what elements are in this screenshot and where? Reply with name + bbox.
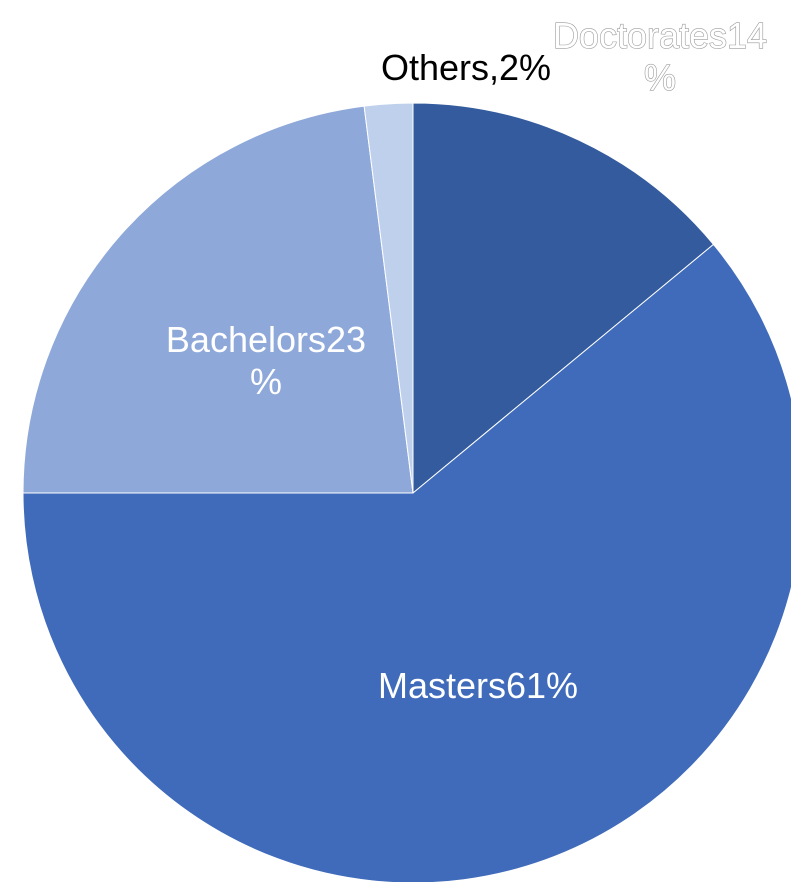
- slice-label-line: Others,2%: [381, 47, 551, 88]
- slice-label-line: Masters61%: [378, 665, 578, 706]
- slice-label-others: Others,2%: [381, 47, 551, 88]
- pie-labels: Doctorates14 % Masters61% Bachelors23 % Other…: [166, 14, 768, 706]
- slice-label-line: Bachelors23: [166, 319, 366, 360]
- slice-label-line: %: [644, 57, 676, 98]
- slice-label-line: Doctorates14: [553, 15, 767, 56]
- pie-slices: [22, 102, 791, 882]
- pie-slice-bachelors: [22, 105, 414, 494]
- pie-slice-masters: [22, 243, 791, 882]
- slice-label-bachelors: Bachelors23%: [166, 319, 366, 402]
- pie-slice-others: [363, 102, 414, 494]
- pie-slice-doctorates: [412, 102, 715, 495]
- slice-label-doctorates: Doctorates14%: [553, 15, 767, 98]
- slice-label-line: %: [250, 361, 282, 402]
- slice-label-masters: Masters61%: [378, 665, 578, 706]
